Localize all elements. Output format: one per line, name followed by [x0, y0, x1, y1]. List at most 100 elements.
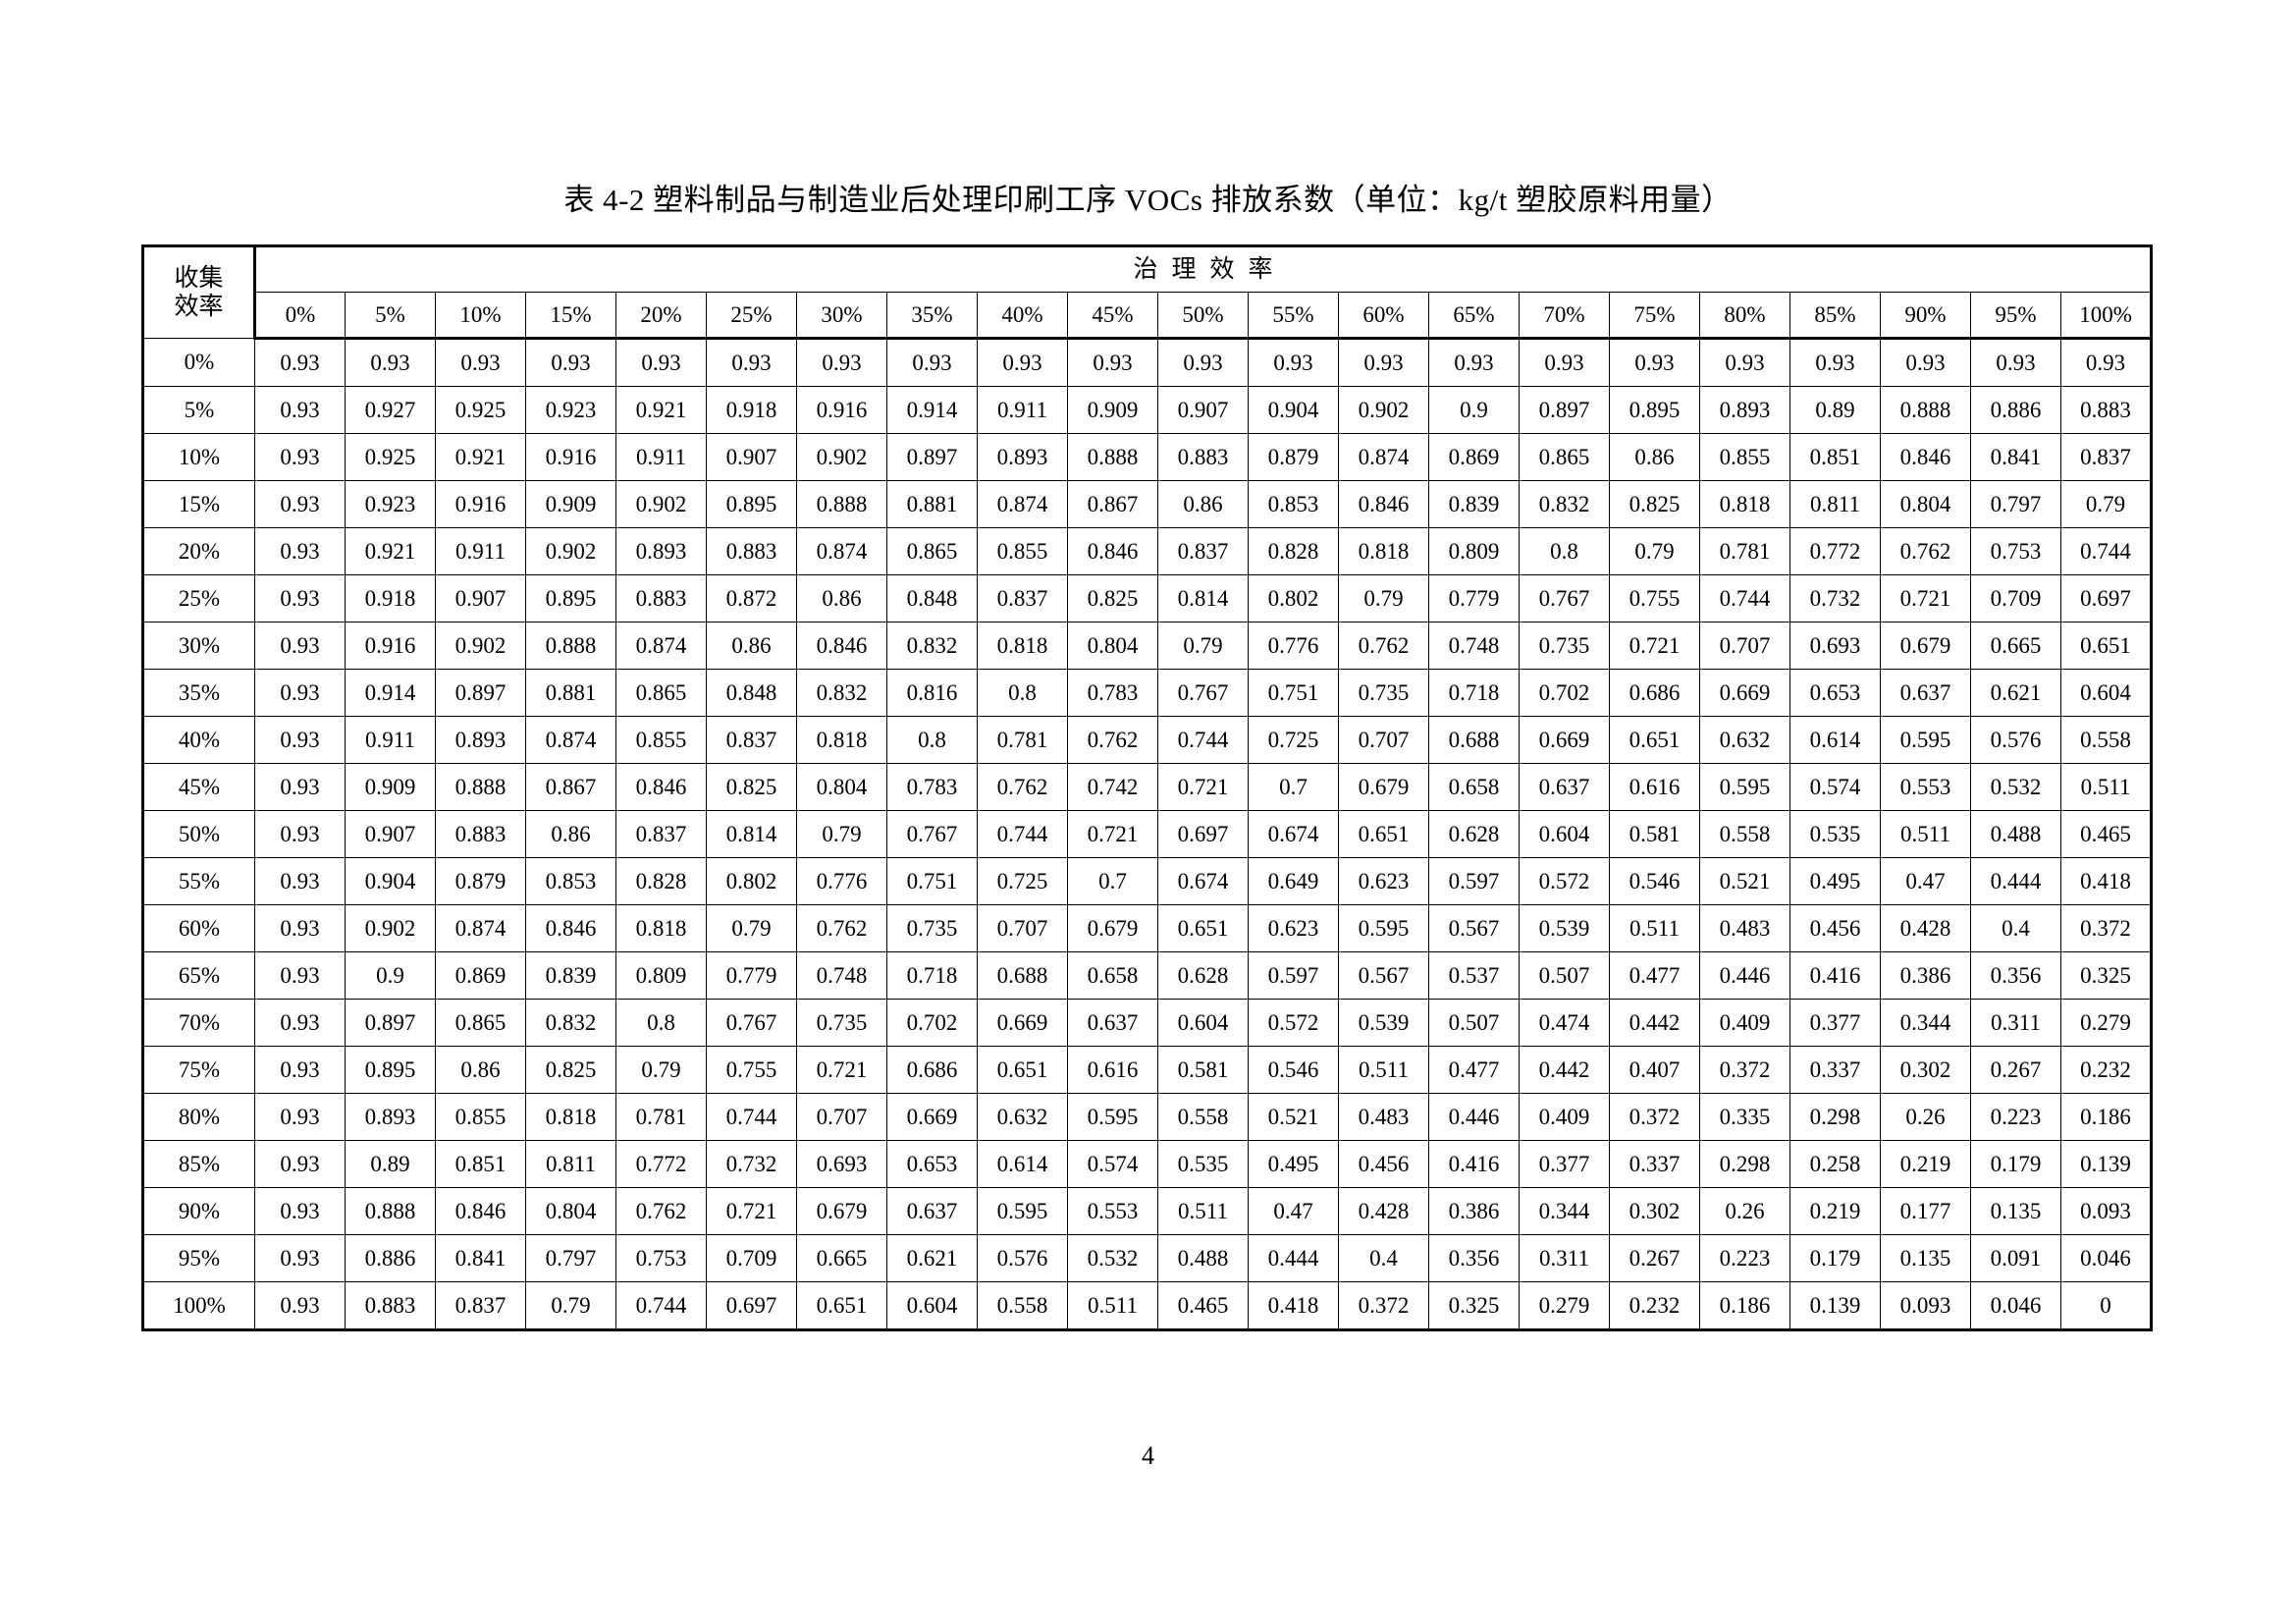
cell-value: 0.846: [435, 1187, 526, 1235]
cell-value: 0.79: [1157, 622, 1249, 670]
cell-value: 0.511: [1880, 810, 1971, 858]
cell-value: 0.893: [615, 527, 707, 575]
row-label-25pct: 25%: [142, 574, 255, 623]
cell-value: 0.139: [2059, 1140, 2153, 1188]
table-head: 收集 效率 治理效率 0% 5% 10% 15% 20% 25% 30% 35% 40% 45% 5…: [142, 245, 2153, 340]
cell-value: 0.818: [796, 716, 887, 764]
cell-value: 0.79: [1609, 527, 1700, 575]
table-row: 45% 0.93 0.909 0.888 0.867 0.846 0.825 0.804 0.7…: [142, 763, 2153, 811]
cell-value: 0.356: [1428, 1234, 1520, 1282]
cell-value: 0.558: [1157, 1093, 1249, 1141]
cell-value: 0.658: [1067, 951, 1158, 1000]
cell-value: 0.825: [706, 763, 797, 811]
cell-value: 0.219: [1880, 1140, 1971, 1188]
cell-value: 0.832: [525, 999, 616, 1047]
cell-value: 0.851: [1789, 433, 1881, 481]
cell-value: 0.762: [1338, 622, 1429, 670]
cell-value: 0.841: [435, 1234, 526, 1282]
cell-value: 0.93: [254, 857, 346, 905]
cell-value: 0.93: [254, 951, 346, 1000]
cell-value: 0.337: [1609, 1140, 1700, 1188]
cell-value: 0.718: [1428, 669, 1520, 717]
cell-value: 0.916: [525, 433, 616, 481]
row-label-10pct: 10%: [142, 433, 255, 481]
cell-value: 0.825: [1067, 574, 1158, 623]
cell-value: 0.879: [1248, 433, 1339, 481]
cell-value: 0.337: [1789, 1046, 1881, 1094]
cell-value: 0.874: [1338, 433, 1429, 481]
cell-value: 0.767: [1157, 669, 1249, 717]
cell-value: 0.377: [1789, 999, 1881, 1047]
cell-value: 0.651: [2059, 622, 2153, 670]
cell-value: 0.93: [254, 622, 346, 670]
cell-value: 0.567: [1428, 904, 1520, 952]
cell-value: 0.907: [435, 574, 526, 623]
cell-value: 0.135: [1970, 1187, 2061, 1235]
cell-value: 0.258: [1789, 1140, 1881, 1188]
page-number: 4: [1142, 1441, 1154, 1470]
row-label-60pct: 60%: [142, 904, 255, 952]
cell-value: 0.902: [796, 433, 887, 481]
row-label-95pct: 95%: [142, 1234, 255, 1282]
cell-value: 0.776: [796, 857, 887, 905]
cell-value: 0.721: [1609, 622, 1700, 670]
row-label-45pct: 45%: [142, 763, 255, 811]
cell-value: 0.779: [706, 951, 797, 1000]
cell-value: 0.574: [1789, 763, 1881, 811]
cell-value: 0.762: [1880, 527, 1971, 575]
cell-value: 0.93: [1609, 338, 1700, 387]
cell-value: 0.79: [615, 1046, 707, 1094]
cell-value: 0.186: [2059, 1093, 2153, 1141]
cell-value: 0.86: [796, 574, 887, 623]
cell-value: 0.751: [1248, 669, 1339, 717]
cell-value: 0.93: [254, 1140, 346, 1188]
cell-value: 0.802: [706, 857, 797, 905]
cell-value: 0.93: [435, 338, 526, 387]
cell-value: 0.846: [1880, 433, 1971, 481]
cell-value: 0.748: [1428, 622, 1520, 670]
cell-value: 0.581: [1609, 810, 1700, 858]
cell-value: 0.595: [977, 1187, 1068, 1235]
cell-value: 0.428: [1338, 1187, 1429, 1235]
cell-value: 0.539: [1338, 999, 1429, 1047]
cell-value: 0.418: [1248, 1281, 1339, 1330]
cell-value: 0.865: [1519, 433, 1610, 481]
cell-value: 0.909: [525, 480, 616, 528]
cell-value: 0.302: [1609, 1187, 1700, 1235]
column-header-60pct: 60%: [1338, 292, 1429, 340]
cell-value: 0.93: [1338, 338, 1429, 387]
cell-value: 0.86: [1609, 433, 1700, 481]
cell-value: 0.779: [1428, 574, 1520, 623]
cell-value: 0.767: [1519, 574, 1610, 623]
row-label-0pct: 0%: [142, 338, 255, 387]
cell-value: 0.874: [525, 716, 616, 764]
cell-value: 0.572: [1519, 857, 1610, 905]
cell-value: 0.809: [615, 951, 707, 1000]
cell-value: 0.8: [977, 669, 1068, 717]
cell-value: 0.735: [1338, 669, 1429, 717]
cell-value: 0.914: [345, 669, 436, 717]
cell-value: 0.651: [1338, 810, 1429, 858]
cell-value: 0.576: [1970, 716, 2061, 764]
table-row: 95% 0.93 0.886 0.841 0.797 0.753 0.709 0.665 0.6…: [142, 1234, 2153, 1282]
cell-value: 0.93: [254, 338, 346, 387]
cell-value: 0.79: [796, 810, 887, 858]
cell-value: 0.818: [977, 622, 1068, 670]
cell-value: 0.9: [345, 951, 436, 1000]
column-header-10pct: 10%: [435, 292, 526, 340]
vocs-emission-factor-table: 收集 效率 治理效率 0% 5% 10% 15% 20% 25% 30% 35% 40% 45% 5…: [141, 244, 2154, 1331]
cell-value: 0.614: [1789, 716, 1881, 764]
cell-value: 0.893: [435, 716, 526, 764]
cell-value: 0.693: [796, 1140, 887, 1188]
cell-value: 0.832: [1519, 480, 1610, 528]
cell-value: 0.572: [1248, 999, 1339, 1047]
cell-value: 0.442: [1609, 999, 1700, 1047]
cell-value: 0.735: [796, 999, 887, 1047]
cell-value: 0.86: [525, 810, 616, 858]
cell-value: 0.93: [977, 338, 1068, 387]
cell-value: 0.511: [1609, 904, 1700, 952]
corner-header-line-2: 效率: [174, 294, 224, 320]
column-header-25pct: 25%: [706, 292, 797, 340]
cell-value: 0.925: [435, 386, 526, 434]
cell-value: 0.907: [706, 433, 797, 481]
